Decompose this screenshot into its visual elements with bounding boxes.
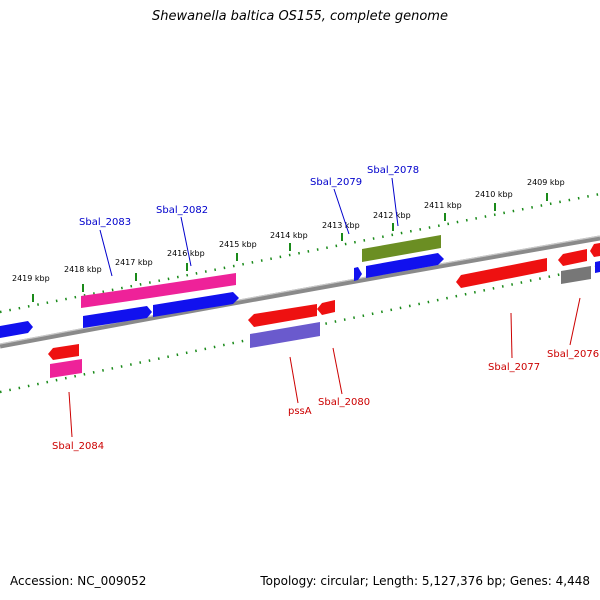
gene-label-sbal-2082: Sbal_2082	[156, 205, 208, 216]
kbp-label: 2418 kbp	[64, 265, 102, 274]
kbp-labels: 2419 kbp 2418 kbp 2417 kbp 2416 kbp 2415…	[12, 178, 565, 283]
gene-sbal-2083[interactable]	[83, 306, 152, 328]
gene-blue-right[interactable]	[595, 261, 600, 273]
genome-summary-text: Topology: circular; Length: 5,127,376 bp…	[260, 574, 590, 588]
gene-gray[interactable]	[561, 266, 591, 284]
kbp-label: 2413 kbp	[322, 221, 360, 230]
genome-backbone	[0, 235, 600, 349]
kbp-major-ticks	[32, 193, 548, 302]
kbp-label: 2410 kbp	[475, 190, 513, 199]
gene-label-sbal-2079: Sbal_2079	[310, 177, 362, 188]
gene-label-sbal-2076: Sbal_2076	[547, 349, 599, 360]
kbp-label: 2417 kbp	[115, 258, 153, 267]
gene-sbal-2084[interactable]	[50, 359, 82, 378]
kbp-label: 2412 kbp	[373, 211, 411, 220]
gene-olive[interactable]	[362, 235, 441, 262]
leader-lines	[68, 177, 581, 438]
gene-pssa[interactable]	[250, 322, 320, 348]
gene-label-sbal-2084: Sbal_2084	[52, 441, 104, 452]
kbp-label: 2414 kbp	[270, 231, 308, 240]
kbp-label: 2409 kbp	[527, 178, 565, 187]
gene-sbal-2078[interactable]	[366, 253, 444, 278]
gene-sbal-2082[interactable]	[153, 292, 239, 317]
kbp-label: 2415 kbp	[219, 240, 257, 249]
gene-sbal-2082-pink[interactable]	[150, 273, 236, 298]
gene-sbal-2083-pink[interactable]	[81, 286, 150, 308]
gene-blue-left[interactable]	[0, 321, 33, 338]
reverse-genes	[48, 243, 600, 378]
forward-genes	[0, 235, 600, 338]
kbp-label: 2416 kbp	[167, 249, 205, 258]
kbp-label: 2411 kbp	[424, 201, 462, 210]
gene-sbal-2084-a[interactable]	[48, 344, 79, 360]
gene-label-pssa: pssA	[288, 406, 312, 417]
gene-label-sbal-2080: Sbal_2080	[318, 397, 370, 408]
gene-sbal-2079[interactable]	[354, 267, 362, 281]
gene-label-sbal-2083: Sbal_2083	[79, 217, 131, 228]
gene-sbal-2076[interactable]	[558, 249, 587, 266]
gene-sbal-2080[interactable]	[317, 300, 335, 315]
gene-pssa-red[interactable]	[248, 304, 317, 327]
map-title: Shewanella baltica OS155, complete genom…	[152, 9, 448, 24]
kbp-label: 2419 kbp	[12, 274, 50, 283]
accession-text: Accession: NC_009052	[10, 574, 147, 588]
gene-label-sbal-2078: Sbal_2078	[367, 165, 419, 176]
gene-labels: Sbal_2083 Sbal_2082 Sbal_2079 Sbal_2078 …	[52, 165, 599, 452]
genome-backbone-highlight	[0, 235, 600, 345]
gene-red-right[interactable]	[590, 243, 600, 257]
gene-label-sbal-2077: Sbal_2077	[488, 362, 540, 373]
gene-sbal-2077[interactable]	[456, 258, 547, 288]
